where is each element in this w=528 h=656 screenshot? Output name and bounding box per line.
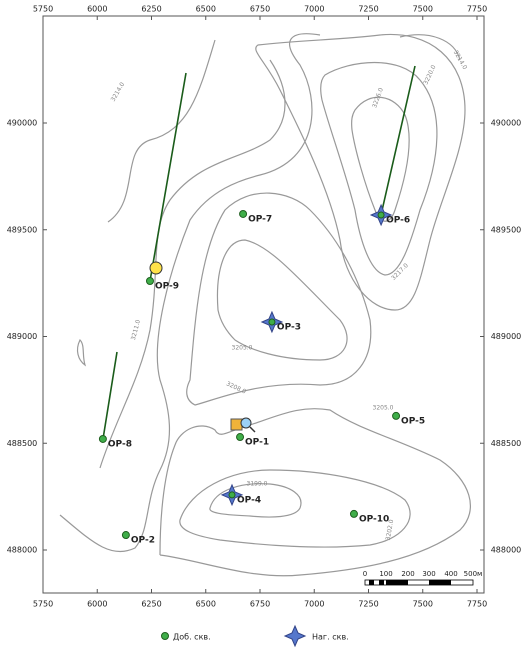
x-tick-label: 6250: [141, 600, 161, 609]
contour-label: 3199.0: [247, 481, 268, 488]
well-label: OP-3: [277, 322, 301, 332]
y-tick-label: 489000: [491, 332, 522, 341]
production-well: [392, 411, 401, 420]
x-tick-label: 6750: [250, 5, 270, 14]
production-well: [98, 434, 107, 443]
x-tick-label: 5750: [33, 600, 53, 609]
contour-label: 3205.0: [373, 405, 394, 412]
production-well: [236, 433, 245, 442]
contours: [59, 33, 471, 577]
x-tick-label: 6500: [196, 5, 216, 14]
production-well: [349, 509, 358, 518]
well-core: [268, 318, 276, 326]
y-tick-label: 488000: [491, 546, 522, 555]
trajectories: [102, 65, 416, 440]
contour-label: 3202.0: [385, 519, 396, 541]
scale-label: 500м: [464, 570, 483, 578]
x-tick-label: 7250: [358, 600, 378, 609]
well-label: OP-8: [108, 439, 132, 449]
y-tick-label: 490000: [7, 119, 38, 128]
y-tick-label: 488500: [491, 439, 522, 448]
y-tick-label: 489500: [491, 225, 522, 234]
marker-lens: [240, 417, 252, 429]
legend: Доб. скв. Наг. скв.: [161, 624, 349, 648]
marker-box: [230, 418, 243, 431]
x-tick-label: 7250: [358, 5, 378, 14]
contour-label: 3205.0: [232, 345, 253, 352]
x-tick-label: 7500: [413, 600, 433, 609]
well-label: OP-5: [401, 416, 425, 426]
scale-label: 400: [444, 570, 457, 578]
production-well: [121, 531, 130, 540]
well-core: [228, 491, 236, 499]
well-label: OP-7: [248, 214, 272, 224]
scale-label: 100: [379, 570, 392, 578]
well-label: OP-4: [237, 495, 261, 505]
well-label: OP-10: [359, 514, 389, 524]
legend-label: Доб. скв.: [173, 633, 211, 642]
y-tick-label: 489000: [7, 332, 38, 341]
x-tick-label: 6750: [250, 600, 270, 609]
y-tick-label: 488000: [7, 546, 38, 555]
scale-bar: [364, 579, 474, 586]
production-well: [145, 276, 154, 285]
production-well: [239, 209, 248, 218]
y-tick-label: 490000: [491, 119, 522, 128]
scale-label: 0: [363, 570, 367, 578]
x-tick-label: 6000: [87, 600, 107, 609]
marker-circle: [149, 261, 163, 275]
x-tick-label: 6500: [196, 600, 216, 609]
map-frame: [42, 15, 485, 594]
well-label: OP-1: [245, 438, 269, 448]
x-tick-label: 7750: [467, 600, 487, 609]
scale-label: 300: [422, 570, 435, 578]
y-tick-label: 489500: [7, 225, 38, 234]
x-tick-label: 7750: [467, 5, 487, 14]
well-core: [377, 211, 385, 219]
x-tick-label: 6250: [141, 5, 161, 14]
x-tick-label: 7500: [413, 5, 433, 14]
well-label: OP-2: [131, 536, 155, 546]
legend-label: Наг. скв.: [312, 633, 349, 642]
x-tick-label: 5750: [33, 5, 53, 14]
x-tick-label: 7000: [304, 5, 324, 14]
x-tick-label: 7000: [304, 600, 324, 609]
well-label: OP-9: [155, 281, 179, 291]
y-tick-label: 488500: [7, 439, 38, 448]
scale-label: 200: [401, 570, 414, 578]
x-tick-label: 6000: [87, 5, 107, 14]
well-label: OP-6: [386, 216, 410, 226]
